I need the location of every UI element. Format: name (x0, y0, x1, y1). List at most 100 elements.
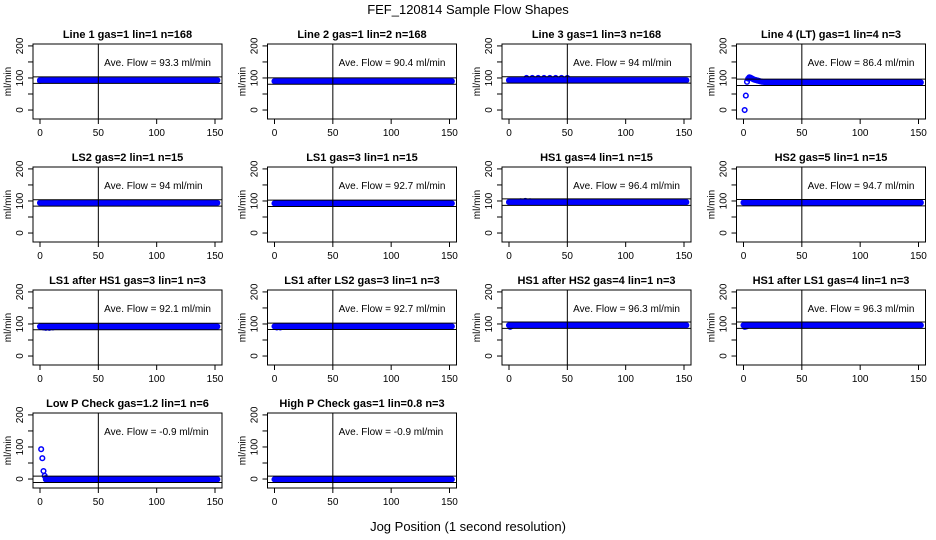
panel-title: LS1 after HS1 gas=3 lin=1 n=3 (49, 275, 206, 287)
ave-flow-label: Ave. Flow = 94 ml/min (573, 58, 671, 69)
y-axis-label: ml/min (238, 313, 249, 342)
x-tick-label: 100 (148, 497, 165, 508)
ave-flow-label: Ave. Flow = 94 ml/min (104, 181, 202, 192)
ave-flow-label: Ave. Flow = 96.4 ml/min (573, 181, 680, 192)
panel-title: HS1 after LS1 gas=4 lin=1 n=3 (753, 275, 910, 287)
x-tick-label: 100 (852, 251, 869, 262)
ave-flow-label: Ave. Flow = 96.3 ml/min (808, 304, 915, 315)
data-points (271, 476, 455, 483)
ave-flow-label: Ave. Flow = 96.3 ml/min (573, 304, 680, 315)
data-points (38, 446, 221, 483)
x-tick-label: 50 (327, 497, 339, 508)
panel-title: Line 1 gas=1 lin=1 n=168 (63, 29, 192, 41)
panel-title: Low P Check gas=1.2 lin=1 n=6 (46, 398, 209, 410)
y-tick-label: 200 (15, 283, 26, 300)
data-point (763, 79, 770, 86)
chart-title: FEF_120814 Sample Flow Shapes (367, 2, 569, 17)
y-tick-label: 100 (719, 69, 730, 86)
data-point (448, 323, 455, 330)
data-point (917, 79, 924, 86)
y-tick-label: 200 (15, 37, 26, 54)
x-tick-label: 100 (383, 497, 400, 508)
data-point (552, 74, 559, 82)
data-point (761, 79, 768, 86)
data-point (741, 106, 748, 114)
data-point (448, 200, 455, 207)
panel: HS1 after LS1 gas=4 lin=1 n=3 Ave. Flow =… (707, 275, 928, 385)
y-tick-label: 200 (484, 37, 495, 54)
panel: LS1 after HS1 gas=3 lin=1 n=3 Ave. Flow =… (3, 275, 224, 385)
y-tick-label: 100 (15, 315, 26, 332)
data-points (505, 74, 690, 84)
y-axis-label: ml/min (707, 313, 718, 342)
data-point (683, 199, 690, 206)
x-tick-label: 50 (327, 128, 339, 139)
y-tick-label: 200 (484, 283, 495, 300)
y-tick-label: 0 (250, 476, 261, 482)
panel: Line 4 (LT) gas=1 lin=4 n=3 Ave. Flow = 8… (707, 29, 928, 139)
x-tick-label: 0 (37, 497, 43, 508)
x-tick-label: 0 (272, 128, 278, 139)
x-tick-label: 50 (796, 251, 808, 262)
y-tick-label: 0 (484, 107, 495, 113)
y-axis-label: ml/min (3, 436, 14, 465)
x-tick-label: 100 (852, 374, 869, 385)
y-axis-label: ml/min (3, 190, 14, 219)
data-point (683, 322, 690, 329)
x-tick-label: 100 (148, 374, 165, 385)
data-points (36, 323, 221, 331)
y-tick-label: 200 (250, 37, 261, 54)
data-points (271, 78, 455, 85)
x-tick-label: 100 (617, 374, 634, 385)
y-axis-label: ml/min (238, 190, 249, 219)
x-tick-label: 0 (37, 128, 43, 139)
ave-flow-label: Ave. Flow = -0.9 ml/min (339, 427, 444, 438)
y-axis-label: ml/min (238, 436, 249, 465)
x-axis-label: Jog Position (1 second resolution) (370, 519, 566, 534)
x-tick-label: 150 (441, 497, 458, 508)
y-tick-label: 100 (250, 438, 261, 455)
panel: Line 3 gas=1 lin=3 n=168 Ave. Flow = 94 m… (472, 29, 693, 139)
x-tick-label: 50 (93, 128, 105, 139)
data-point (214, 323, 221, 330)
y-tick-label: 100 (250, 69, 261, 86)
data-point (214, 476, 221, 483)
data-points (505, 197, 690, 206)
ave-flow-label: Ave. Flow = 94.7 ml/min (808, 181, 915, 192)
data-point (742, 92, 749, 99)
y-axis-label: ml/min (472, 67, 483, 96)
panel-title: High P Check gas=1 lin=0.8 n=3 (279, 398, 444, 410)
y-tick-label: 0 (719, 107, 730, 113)
x-tick-label: 0 (37, 251, 43, 262)
y-tick-label: 100 (719, 315, 730, 332)
data-point (540, 74, 548, 82)
data-point (39, 77, 46, 84)
x-tick-label: 100 (383, 128, 400, 139)
x-tick-label: 150 (910, 251, 927, 262)
y-tick-label: 0 (484, 353, 495, 359)
x-tick-label: 0 (741, 374, 747, 385)
x-tick-label: 150 (676, 251, 693, 262)
data-point (529, 74, 536, 82)
panel: LS1 gas=3 lin=1 n=15 Ave. Flow = 92.7 ml/… (238, 152, 459, 262)
ave-flow-label: Ave. Flow = 92.7 ml/min (339, 304, 446, 315)
data-points (741, 74, 924, 114)
y-tick-label: 0 (250, 230, 261, 236)
x-tick-label: 50 (562, 374, 574, 385)
panel-title: Line 2 gas=1 lin=2 n=168 (297, 29, 426, 41)
ave-flow-label: Ave. Flow = 92.1 ml/min (104, 304, 211, 315)
x-tick-label: 100 (617, 251, 634, 262)
y-tick-label: 100 (15, 192, 26, 209)
panel: HS1 after HS2 gas=4 lin=1 n=3 Ave. Flow =… (472, 275, 693, 385)
x-tick-label: 0 (741, 251, 747, 262)
data-point (214, 199, 221, 206)
panel: Line 1 gas=1 lin=1 n=168 Ave. Flow = 93.3… (3, 29, 224, 139)
y-tick-label: 200 (250, 160, 261, 177)
x-tick-label: 50 (796, 128, 808, 139)
x-tick-label: 50 (327, 251, 339, 262)
panel: High P Check gas=1 lin=0.8 n=3 Ave. Flow … (238, 398, 459, 508)
y-axis-label: ml/min (3, 313, 14, 342)
ave-flow-label: Ave. Flow = 86.4 ml/min (808, 58, 915, 69)
panel-title: HS1 gas=4 lin=1 n=15 (540, 152, 653, 164)
